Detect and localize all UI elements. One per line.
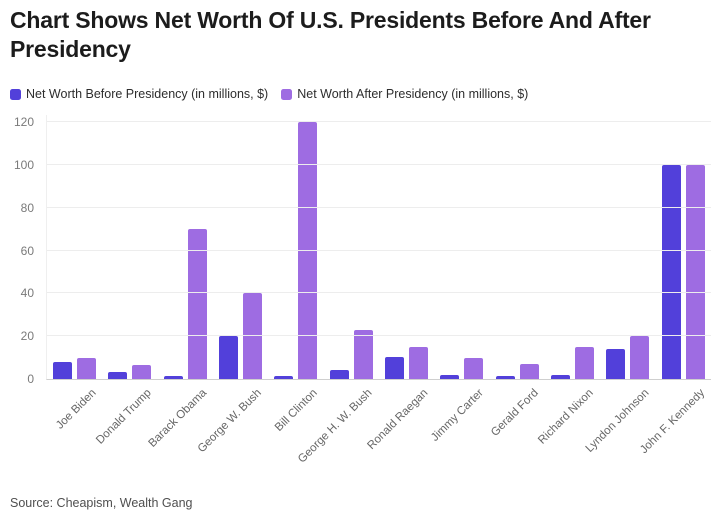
legend-swatch-after	[281, 88, 293, 100]
bar-after-lyndon-johnson	[630, 336, 650, 379]
y-tick-label-100: 100	[13, 157, 34, 172]
gridline-20	[47, 335, 711, 337]
x-tick-label-ronald-raegan: Ronald Raegan	[365, 387, 431, 452]
legend-swatch-before	[10, 88, 21, 100]
gridline-80	[47, 206, 711, 208]
bar-before-ronald-raegan	[385, 356, 405, 379]
x-tick-label-gerald-ford: Gerald Ford	[488, 387, 541, 439]
bar-group-george-h-w-bush	[324, 115, 379, 379]
x-tick-label-richard-nixon: Richard Nixon	[536, 387, 597, 447]
legend-item-after: Net Worth After Presidency (in millions,…	[281, 87, 528, 101]
y-tick-label-0: 0	[27, 372, 34, 386]
bar-group-jimmy-carter	[434, 115, 489, 379]
y-tick-label-40: 40	[20, 286, 34, 301]
bar-before-lyndon-johnson	[606, 349, 626, 379]
x-tick-label-jimmy-carter: Jimmy Carter	[428, 387, 486, 444]
chart-title: Chart Shows Net Worth Of U.S. Presidents…	[10, 7, 651, 62]
bar-group-lyndon-johnson	[600, 115, 655, 379]
bar-after-ronald-raegan	[409, 346, 429, 379]
legend-label-before: Net Worth Before Presidency (in millions…	[26, 87, 269, 101]
bar-group-gerald-ford	[490, 115, 545, 379]
x-tick-label-joe-biden: Joe Biden	[53, 387, 99, 432]
bar-group-joe-biden	[47, 115, 102, 379]
legend: Net Worth Before Presidency (in millions…	[10, 87, 528, 101]
y-tick-label-60: 60	[20, 243, 34, 258]
bar-before-george-h-w-bush	[329, 370, 349, 379]
bar-before-bill-clinton	[274, 376, 294, 379]
bar-after-george-w-bush	[243, 293, 263, 379]
y-axis: 0 20 40 60 80 100 120	[0, 115, 40, 386]
plot-area	[46, 115, 711, 380]
bar-before-richard-nixon	[551, 374, 571, 379]
bar-group-ronald-raegan	[379, 115, 434, 379]
gridline-120	[47, 121, 711, 122]
bar-after-jimmy-carter	[464, 357, 484, 379]
x-tick-label-barack-obama: Barack Obama	[146, 387, 209, 450]
gridline-60	[47, 249, 711, 251]
bar-after-richard-nixon	[575, 346, 595, 379]
x-tick-label-donald-trump: Donald Trump	[93, 387, 154, 447]
gridline-100	[47, 163, 711, 165]
bar-before-donald-trump	[108, 371, 128, 379]
y-tick-label-80: 80	[20, 200, 34, 215]
bar-after-barack-obama	[187, 229, 207, 379]
bar-before-jimmy-carter	[440, 374, 460, 379]
y-tick-label-20: 20	[20, 329, 34, 344]
bar-group-barack-obama	[158, 115, 213, 379]
bar-before-gerald-ford	[495, 376, 515, 379]
gridline-40	[47, 292, 711, 294]
source-attribution: Source: Cheapism, Wealth Gang	[10, 496, 193, 510]
bar-group-john-f-kennedy	[656, 115, 711, 379]
bar-after-george-h-w-bush	[353, 329, 373, 379]
bar-after-john-f-kennedy	[685, 164, 705, 379]
x-axis: Joe Biden Donald Trump Barack Obama George …	[46, 385, 710, 497]
y-tick-label-120: 120	[13, 115, 34, 129]
legend-item-before: Net Worth Before Presidency (in millions…	[10, 87, 268, 101]
bar-after-donald-trump	[132, 365, 152, 379]
bar-after-bill-clinton	[298, 122, 318, 379]
bar-groups	[47, 115, 711, 379]
bar-before-john-f-kennedy	[661, 164, 681, 379]
legend-label-after: Net Worth After Presidency (in millions,…	[297, 87, 529, 101]
bar-group-richard-nixon	[545, 115, 600, 379]
bar-group-george-w-bush	[213, 115, 268, 379]
bar-after-joe-biden	[77, 357, 97, 379]
bar-before-barack-obama	[163, 376, 183, 379]
bar-before-george-w-bush	[219, 336, 239, 379]
bar-group-bill-clinton	[268, 115, 323, 379]
bar-after-gerald-ford	[519, 364, 539, 379]
bar-before-joe-biden	[53, 361, 73, 379]
bar-group-donald-trump	[102, 115, 157, 379]
x-tick-label-bill-clinton: Bill Clinton	[272, 387, 320, 434]
